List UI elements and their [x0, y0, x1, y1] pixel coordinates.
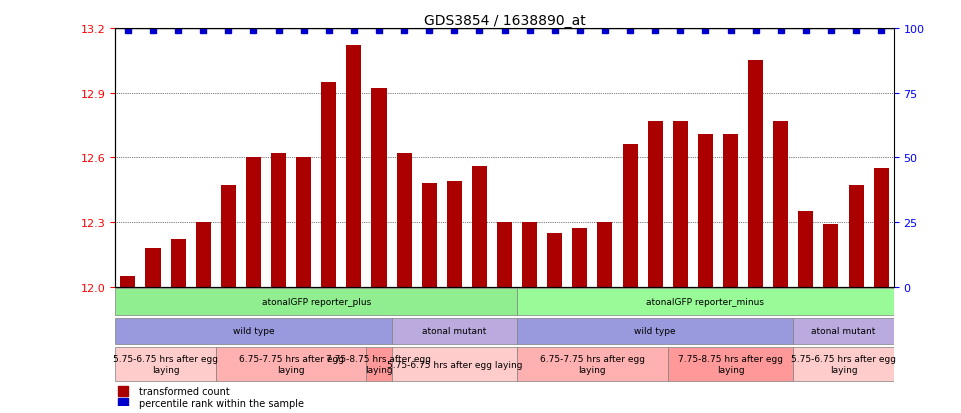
Text: 6.75-7.75 hrs after egg
laying: 6.75-7.75 hrs after egg laying	[238, 354, 344, 374]
FancyBboxPatch shape	[517, 288, 894, 315]
Text: atonal mutant: atonal mutant	[811, 327, 875, 335]
Text: 5.75-6.75 hrs after egg laying: 5.75-6.75 hrs after egg laying	[386, 360, 522, 369]
FancyBboxPatch shape	[793, 348, 894, 381]
Bar	[673, 121, 688, 287]
FancyBboxPatch shape	[391, 318, 517, 344]
Bar	[799, 211, 813, 287]
Text: 5.75-6.75 hrs after egg
laying: 5.75-6.75 hrs after egg laying	[791, 354, 896, 374]
Bar	[497, 222, 512, 287]
Bar	[397, 154, 411, 287]
Bar	[120, 276, 136, 287]
FancyBboxPatch shape	[115, 348, 216, 381]
Text: percentile rank within the sample: percentile rank within the sample	[138, 398, 304, 408]
FancyBboxPatch shape	[517, 348, 668, 381]
Bar	[723, 134, 738, 287]
Bar	[522, 222, 537, 287]
Text: atonal mutant: atonal mutant	[422, 327, 486, 335]
Bar	[472, 166, 487, 287]
Text: 7.75-8.75 hrs after egg
laying: 7.75-8.75 hrs after egg laying	[327, 354, 431, 374]
Bar	[296, 158, 311, 287]
Bar	[145, 248, 160, 287]
Bar	[170, 240, 185, 287]
Bar	[372, 89, 386, 287]
FancyBboxPatch shape	[391, 348, 517, 381]
Bar	[422, 184, 436, 287]
Text: 6.75-7.75 hrs after egg
laying: 6.75-7.75 hrs after egg laying	[540, 354, 645, 374]
Bar	[623, 145, 637, 287]
Bar	[547, 233, 562, 287]
FancyBboxPatch shape	[668, 348, 793, 381]
Bar	[196, 222, 210, 287]
Bar	[849, 186, 864, 287]
Text: transformed count: transformed count	[138, 387, 230, 396]
FancyBboxPatch shape	[115, 318, 391, 344]
Bar	[271, 154, 286, 287]
Bar	[221, 186, 235, 287]
Bar	[774, 121, 788, 287]
Bar	[648, 121, 663, 287]
Text: atonalGFP reporter_plus: atonalGFP reporter_plus	[261, 297, 371, 306]
Bar	[874, 169, 889, 287]
Text: atonalGFP reporter_minus: atonalGFP reporter_minus	[647, 297, 764, 306]
FancyBboxPatch shape	[115, 288, 517, 315]
FancyBboxPatch shape	[517, 318, 793, 344]
Bar	[598, 222, 612, 287]
Bar	[748, 61, 763, 287]
Text: 7.75-8.75 hrs after egg
laying: 7.75-8.75 hrs after egg laying	[678, 354, 783, 374]
Text: wild type: wild type	[634, 327, 676, 335]
Bar	[246, 158, 261, 287]
Title: GDS3854 / 1638890_at: GDS3854 / 1638890_at	[424, 14, 585, 28]
Text: 5.75-6.75 hrs after egg
laying: 5.75-6.75 hrs after egg laying	[113, 354, 218, 374]
FancyBboxPatch shape	[216, 348, 366, 381]
Text: wild type: wild type	[233, 327, 274, 335]
Bar	[573, 229, 587, 287]
Bar	[447, 182, 462, 287]
Bar	[321, 83, 336, 287]
Bar	[346, 46, 361, 287]
Bar	[698, 134, 713, 287]
Bar	[824, 225, 839, 287]
FancyBboxPatch shape	[366, 348, 391, 381]
FancyBboxPatch shape	[793, 318, 894, 344]
